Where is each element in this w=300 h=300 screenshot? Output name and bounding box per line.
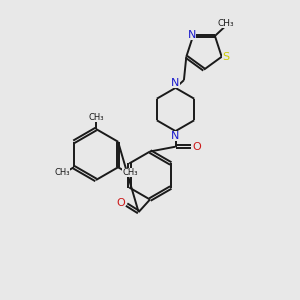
Text: O: O xyxy=(116,198,125,208)
Text: CH₃: CH₃ xyxy=(88,113,104,122)
Text: CH₃: CH₃ xyxy=(54,168,70,177)
Text: S: S xyxy=(222,52,230,62)
Text: N: N xyxy=(188,30,196,40)
Text: N: N xyxy=(171,78,180,88)
Text: CH₃: CH₃ xyxy=(218,19,234,28)
Text: CH₃: CH₃ xyxy=(122,169,138,178)
Text: O: O xyxy=(193,142,202,152)
Text: N: N xyxy=(171,131,180,141)
